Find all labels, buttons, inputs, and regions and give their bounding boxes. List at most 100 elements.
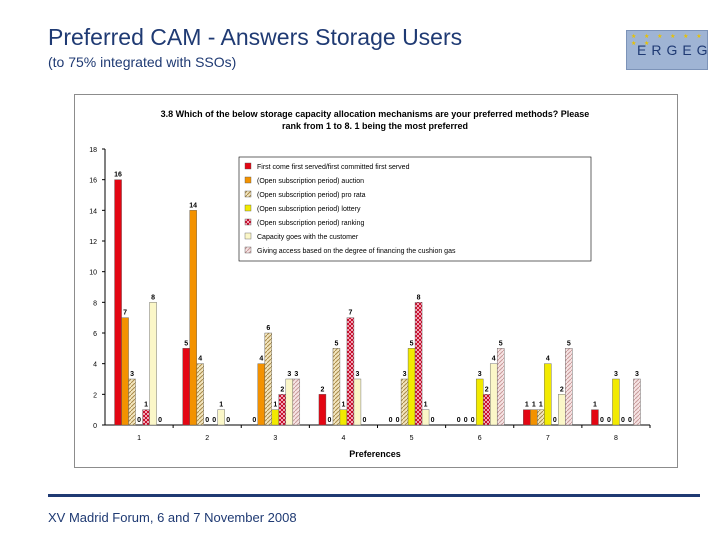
- bar-data-label: 0: [621, 417, 625, 424]
- bar-data-label: 0: [628, 417, 632, 424]
- bar: [633, 378, 641, 426]
- legend-entry: Capacity goes with the customer: [257, 234, 359, 241]
- footer-divider: [48, 494, 700, 497]
- bar: [189, 210, 197, 426]
- bar: [257, 363, 266, 426]
- bar: [523, 409, 531, 426]
- eu-stars-icon: ★ ★ ★ ★ ★ ★ ★ ★: [631, 34, 705, 47]
- legend-entry: (Open subscription period) ranking: [257, 220, 364, 227]
- y-tick-label: 2: [93, 392, 97, 399]
- bar-data-label: 1: [341, 402, 345, 409]
- legend-entry: First come first served/first committed …: [257, 164, 410, 171]
- bar-data-label: 0: [464, 417, 468, 424]
- y-tick-label: 4: [93, 362, 97, 369]
- bar: [339, 409, 348, 426]
- bar-data-label: 1: [144, 402, 148, 409]
- bar: [142, 409, 150, 426]
- bar-chart: 3.8 Which of the below storage capacity …: [89, 109, 651, 459]
- bar-data-label: 0: [600, 417, 604, 424]
- bar-data-label: 0: [212, 417, 216, 424]
- bar-data-label: 3: [614, 371, 618, 378]
- bar-data-label: 0: [431, 417, 435, 424]
- legend-swatch: [244, 176, 252, 184]
- bar: [537, 409, 545, 426]
- ergeg-logo: ★ ★ ★ ★ ★ ★ ★ ★ ERGEG: [626, 30, 708, 70]
- bar-data-label: 1: [273, 402, 277, 409]
- bar: [121, 317, 129, 426]
- bar-data-label: 0: [158, 417, 162, 424]
- bar-data-label: 6: [266, 325, 270, 332]
- legend-entry: (Open subscription period) pro rata: [257, 192, 366, 199]
- bar: [217, 409, 225, 426]
- legend-swatch: [244, 162, 252, 170]
- y-tick-label: 14: [89, 208, 97, 215]
- logo-text: ERGEG: [637, 42, 713, 58]
- chart-legend: First come first served/first committed …: [238, 156, 592, 262]
- bar-data-label: 2: [280, 386, 284, 393]
- bar: [114, 179, 122, 426]
- bar-data-label: 4: [198, 356, 202, 363]
- bar-data-label: 4: [259, 356, 263, 363]
- x-tick-label: 5: [410, 435, 414, 442]
- y-tick-label: 8: [93, 300, 97, 307]
- legend-swatch: [244, 246, 252, 254]
- bar-data-label: 2: [320, 386, 324, 393]
- bar-data-label: 0: [327, 417, 331, 424]
- x-tick-label: 6: [478, 435, 482, 442]
- x-tick-label: 2: [205, 435, 209, 442]
- legend-swatch: [244, 190, 252, 198]
- bar: [530, 409, 538, 426]
- bar: [278, 394, 287, 426]
- bar-data-label: 0: [137, 417, 141, 424]
- bar-data-label: 0: [362, 417, 366, 424]
- bar-data-label: 1: [219, 402, 223, 409]
- bar: [400, 378, 409, 426]
- bar-data-label: 8: [151, 294, 155, 301]
- bar-data-label: 16: [114, 172, 122, 179]
- bar-data-label: 0: [457, 417, 461, 424]
- y-tick-label: 10: [89, 270, 97, 277]
- bar-data-label: 5: [410, 340, 414, 347]
- legend-swatch: [244, 204, 252, 212]
- x-tick-label: 3: [273, 435, 277, 442]
- bar-data-label: 5: [184, 340, 188, 347]
- bar-data-label: 3: [130, 371, 134, 378]
- bar-data-label: 0: [607, 417, 611, 424]
- bar-data-label: 3: [635, 371, 639, 378]
- bar: [285, 378, 294, 426]
- bar-data-label: 3: [287, 371, 291, 378]
- bar: [149, 302, 157, 426]
- footer-text: XV Madrid Forum, 6 and 7 November 2008: [48, 510, 297, 525]
- bar-data-label: 2: [560, 386, 564, 393]
- bar-data-label: 0: [471, 417, 475, 424]
- legend-entry: Giving access based on the degree of fin…: [257, 248, 456, 255]
- chart-title-line-2: rank from 1 to 8. 1 being the most prefe…: [282, 121, 468, 131]
- bar-data-label: 5: [567, 340, 571, 347]
- bar: [271, 409, 280, 426]
- bar-data-label: 0: [396, 417, 400, 424]
- bar: [496, 348, 505, 426]
- bar-data-label: 8: [417, 294, 421, 301]
- bar: [182, 348, 190, 426]
- bar: [407, 348, 416, 426]
- bar: [264, 332, 273, 426]
- bar-data-label: 1: [424, 402, 428, 409]
- bar-data-label: 14: [189, 202, 197, 209]
- x-axis-label: Preferences: [349, 449, 401, 459]
- bar: [591, 409, 599, 426]
- legend-swatch: [244, 232, 252, 240]
- bar: [353, 378, 362, 426]
- bar: [196, 363, 204, 426]
- bar-data-label: 3: [294, 371, 298, 378]
- bar-data-label: 3: [355, 371, 359, 378]
- legend-entry: (Open subscription period) lottery: [257, 206, 361, 213]
- chart-frame: 3.8 Which of the below storage capacity …: [74, 94, 678, 468]
- x-tick-label: 7: [546, 435, 550, 442]
- bar: [489, 363, 498, 426]
- bar-data-label: 1: [539, 402, 543, 409]
- bar: [482, 394, 491, 426]
- x-tick-label: 4: [341, 435, 345, 442]
- bar-data-label: 7: [123, 310, 127, 317]
- bar-data-label: 1: [593, 402, 597, 409]
